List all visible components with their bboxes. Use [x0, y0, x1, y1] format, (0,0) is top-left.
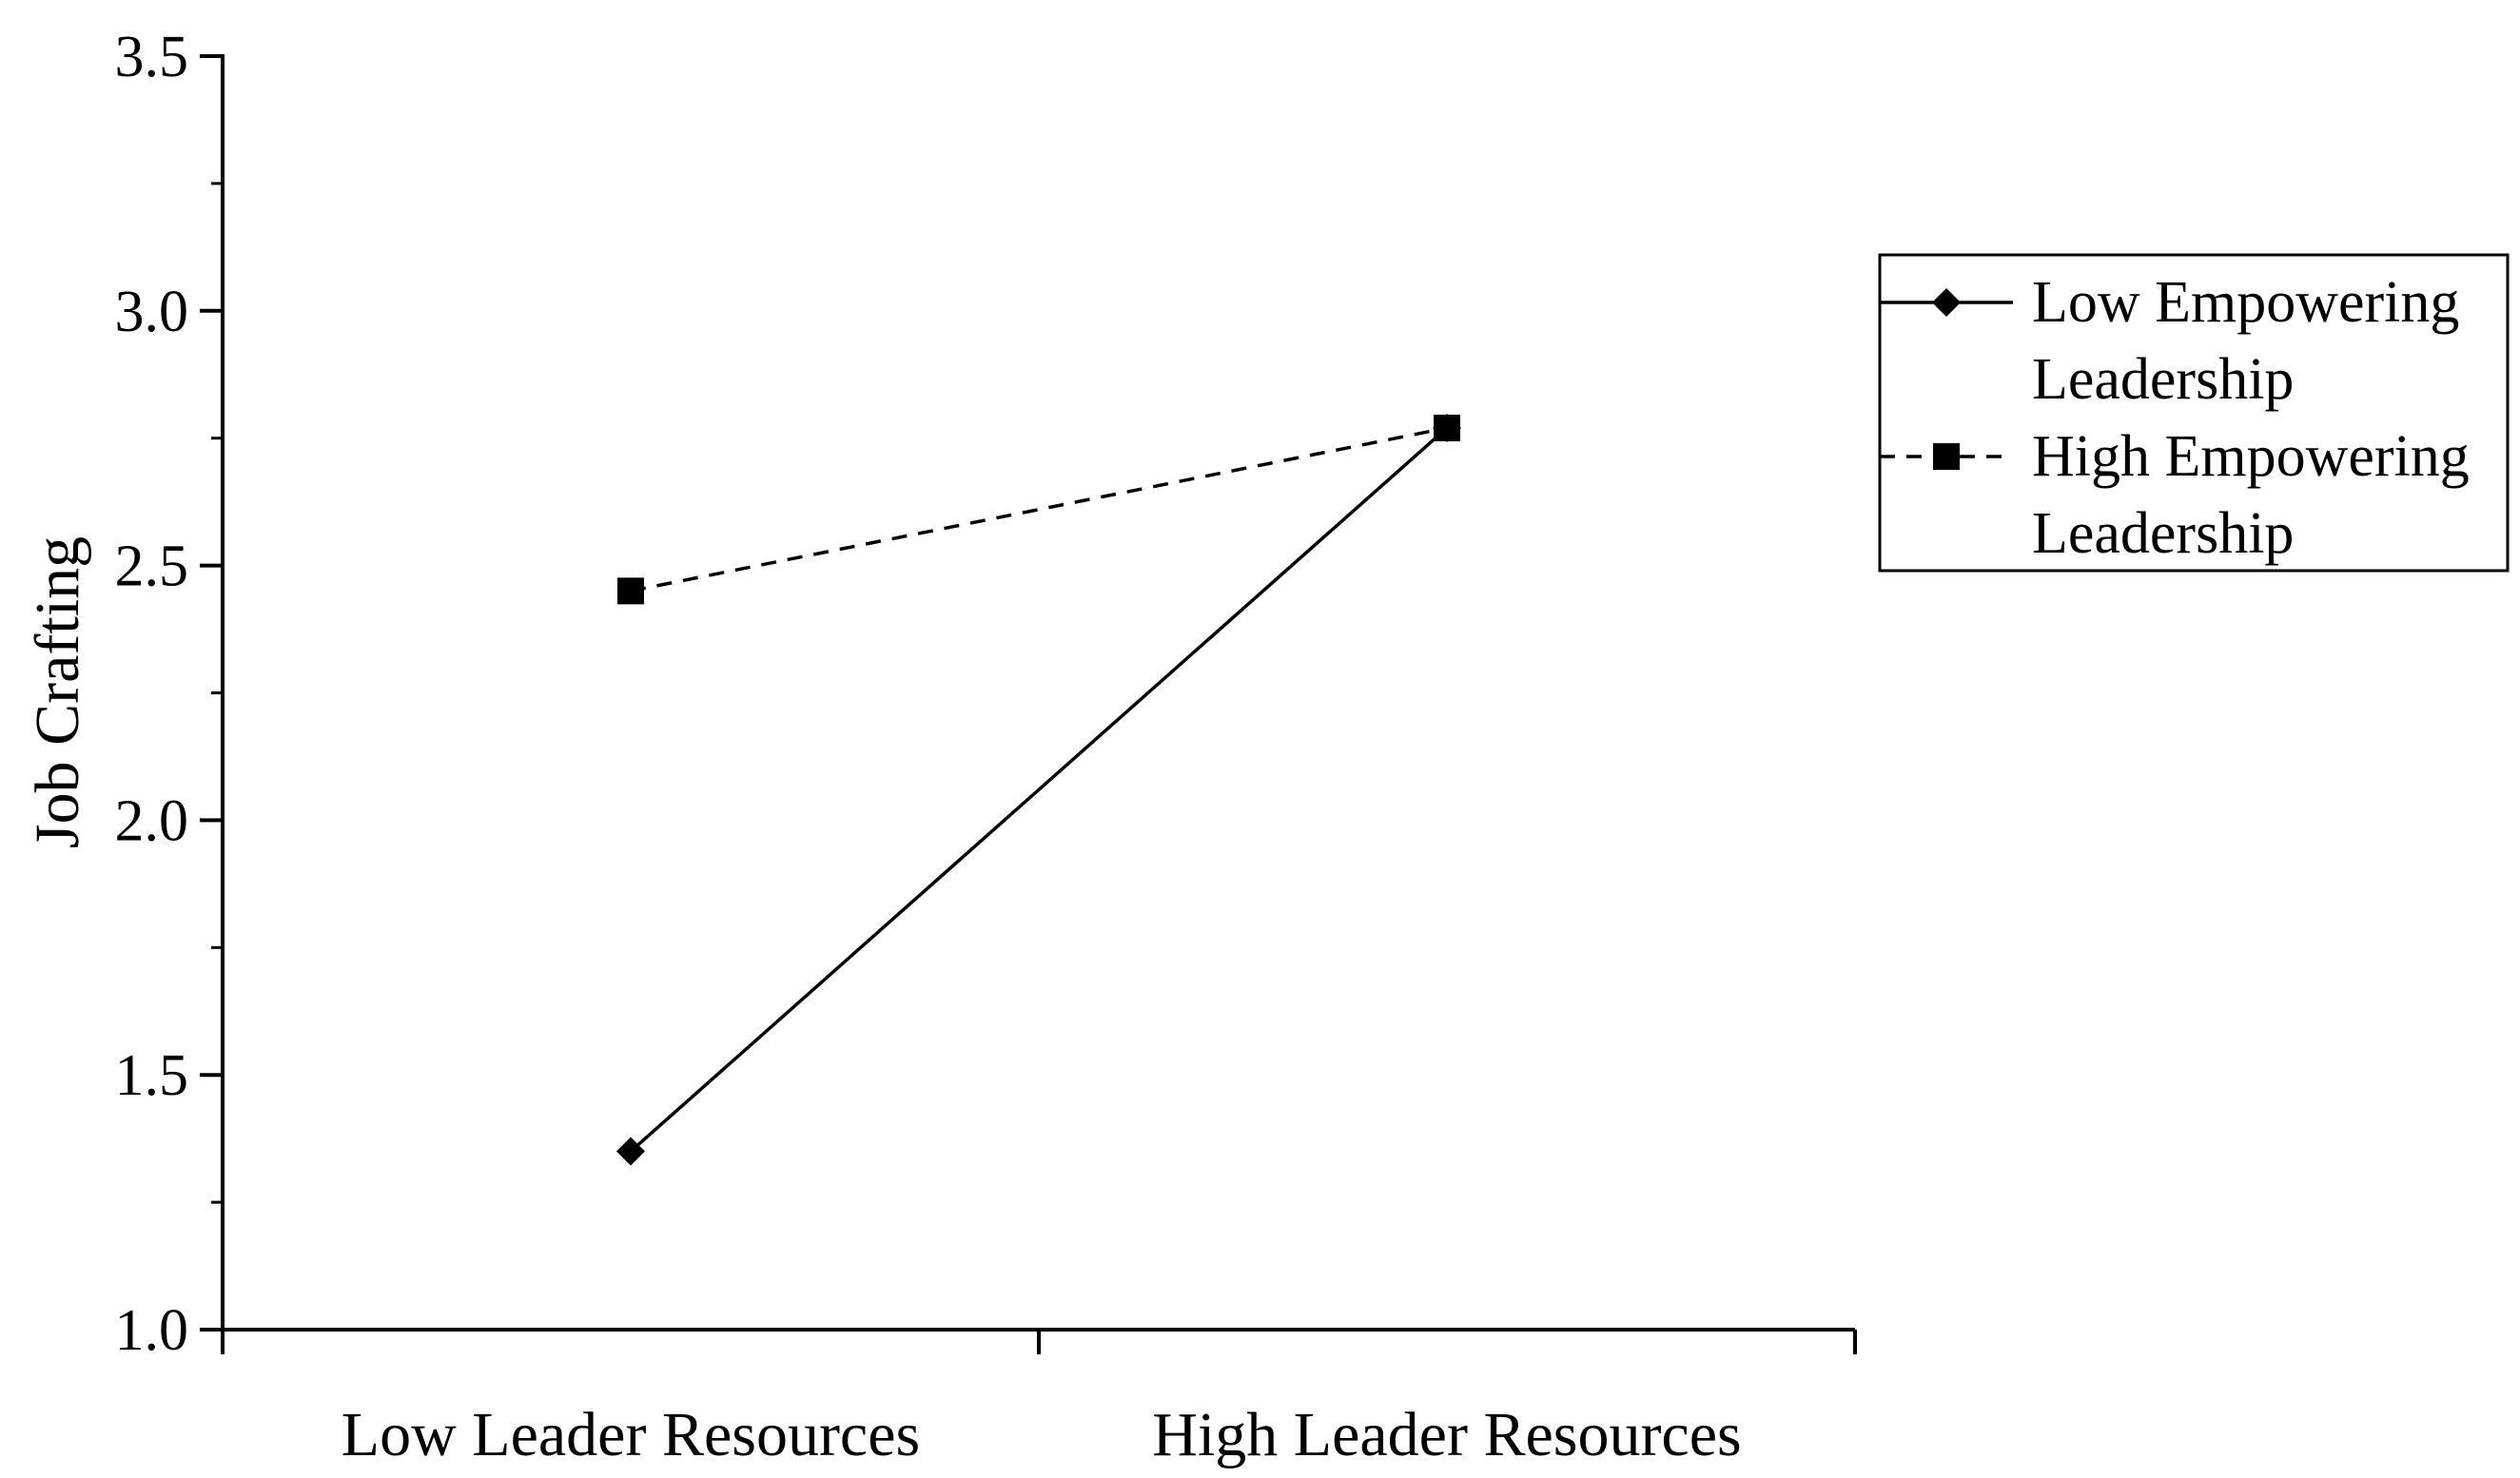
square-marker [1434, 414, 1460, 441]
y-tick-label: 2.0 [115, 788, 189, 853]
series-group [616, 413, 1461, 1166]
x-ticks: Low Leader Resources High Leader Resource… [221, 1330, 1857, 1469]
legend-entry: High Empowering Leadership [1880, 424, 2470, 566]
legend-label: High Empowering [2032, 424, 2470, 489]
y-tick-label: 1.0 [115, 1298, 189, 1363]
series-2 [617, 414, 1460, 605]
legend-entry: Low Empowering Leadership [1880, 270, 2459, 412]
y-axis-title: Job Crafting [23, 536, 92, 848]
legend-label: Leadership [2032, 501, 2294, 566]
legend-square-marker [1933, 443, 1960, 470]
legend-label: Low Empowering [2032, 270, 2459, 335]
diamond-marker [616, 1137, 645, 1166]
y-tick-label: 3.5 [115, 25, 189, 89]
y-tick-label: 1.5 [115, 1043, 189, 1108]
legend: Low Empowering Leadership High Empowering L… [1878, 253, 2510, 573]
square-marker [617, 577, 644, 605]
x-tick-label: High Leader Resources [1152, 1400, 1741, 1469]
y-tick-label: 2.5 [115, 535, 189, 599]
legend-box [1878, 253, 2510, 573]
legend-label: Leadership [2032, 347, 2294, 412]
axes [221, 54, 1855, 1332]
series-1 [616, 413, 1461, 1166]
y-ticks: 1.0 1.5 2.0 2.5 3.0 3.5 [115, 25, 223, 1363]
x-tick-label: Low Leader Resources [342, 1400, 920, 1469]
legend-diamond-marker [1932, 288, 1961, 317]
series-line [629, 426, 1449, 1153]
y-tick-label: 3.0 [115, 280, 189, 344]
series-line [630, 426, 1448, 593]
